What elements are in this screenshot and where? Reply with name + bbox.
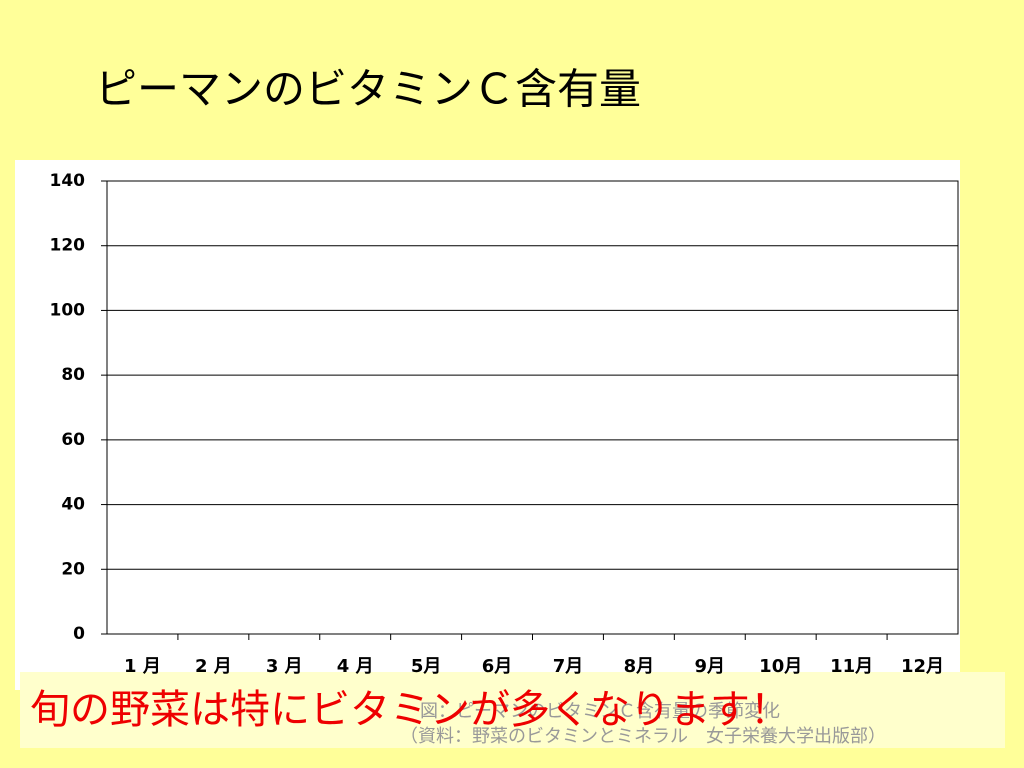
y-tick-label: 0	[73, 624, 85, 644]
caption-box	[20, 672, 1005, 748]
x-tick-label: 7月	[553, 656, 584, 677]
y-tick-label: 100	[50, 300, 86, 320]
y-tick-label: 40	[61, 495, 85, 515]
x-tick-label: 1 月	[124, 656, 161, 677]
chart-panel	[15, 160, 960, 690]
x-tick-label: 9月	[695, 656, 726, 677]
y-tick-label: 20	[61, 559, 85, 579]
x-tick-label: 11月	[830, 656, 873, 677]
plot: 0 20 40 60 80 100 120 140 1 月 2 月 3 月 4 月 5月 6月 7月 8月 9月…	[50, 171, 959, 677]
y-tick-label: 60	[61, 430, 85, 450]
x-tick-label: 2 月	[195, 656, 232, 677]
x-tick-label: 6月	[482, 656, 513, 677]
y-tick-label: 140	[50, 171, 86, 191]
x-tick-label: 12月	[901, 656, 944, 677]
annotation: 旬の野菜は特にビタミンが多くなります！	[30, 687, 790, 733]
x-tick-label: 8月	[624, 656, 655, 677]
x-tick-label: 10月	[759, 656, 802, 677]
x-tick-label: 4 月	[337, 656, 374, 677]
x-tick-label: 3 月	[266, 656, 303, 677]
x-tick-label: 5月	[411, 656, 442, 677]
caption: 図：ピーマンのビタミンＣ含有量の季節変化	[420, 701, 780, 722]
y-tick-label: 120	[50, 236, 86, 256]
slide-title: ピーマンのビタミンＣ含有量	[95, 65, 641, 114]
source: （資料：野菜のビタミンとミネラル 女子栄養大学出版部）	[400, 726, 886, 747]
y-tick-label: 80	[61, 365, 85, 385]
